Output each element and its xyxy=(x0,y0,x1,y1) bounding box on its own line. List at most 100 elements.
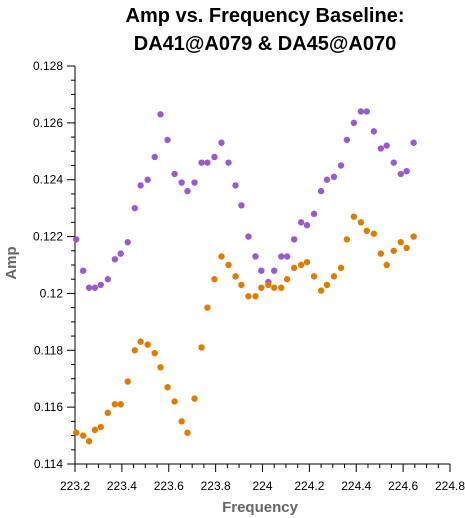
data-point-series-2 xyxy=(164,384,171,391)
data-point-series-1 xyxy=(238,202,245,209)
y-tick-label: 0.116 xyxy=(34,400,63,414)
data-point-series-1 xyxy=(397,170,404,178)
data-point-series-1 xyxy=(72,236,80,243)
data-point-series-1 xyxy=(258,267,265,274)
data-point-series-1 xyxy=(225,159,232,166)
y-tick-label: 0.124 xyxy=(33,173,63,187)
data-point-series-2 xyxy=(283,276,291,283)
data-point-series-1 xyxy=(91,284,99,291)
data-point-series-1 xyxy=(278,253,285,260)
data-point-series-1 xyxy=(184,187,191,195)
data-point-series-2 xyxy=(80,432,87,439)
data-point-series-2 xyxy=(265,281,272,289)
data-point-series-2 xyxy=(198,344,205,351)
data-point-series-1 xyxy=(323,176,331,183)
data-point-series-1 xyxy=(171,170,178,178)
data-point-series-1 xyxy=(151,153,158,161)
data-point-series-1 xyxy=(377,145,385,152)
data-point-series-2 xyxy=(111,401,119,408)
data-point-series-2 xyxy=(350,213,358,220)
data-point-series-1 xyxy=(144,176,151,183)
data-point-series-2 xyxy=(403,244,410,252)
x-tick-label: 224.2 xyxy=(294,479,324,493)
data-point-series-2 xyxy=(131,347,138,354)
data-point-series-1 xyxy=(350,119,358,127)
data-point-series-2 xyxy=(137,338,144,345)
data-point-series-2 xyxy=(218,253,225,260)
data-point-series-1 xyxy=(178,179,185,186)
data-point-series-1 xyxy=(337,162,345,169)
data-point-series-2 xyxy=(232,273,239,280)
data-point-series-2 xyxy=(397,239,404,246)
y-tick-label: 0.126 xyxy=(33,116,63,130)
data-point-series-1 xyxy=(117,250,124,257)
data-point-series-2 xyxy=(124,378,131,385)
data-point-series-1 xyxy=(137,182,144,189)
data-point-series-2 xyxy=(144,341,151,348)
data-point-series-2 xyxy=(85,438,93,445)
y-ticks: 0.114 0.116 0.118 0.12 0.122 0.124 0.126 0.128 xyxy=(33,59,75,471)
data-point-series-1 xyxy=(164,136,171,144)
y-axis-label: Amp xyxy=(3,246,20,279)
data-point-series-2 xyxy=(278,284,285,291)
chart-title-line-2: DA41@A079 & DA45@A070 xyxy=(134,33,396,55)
data-point-series-2 xyxy=(323,281,331,289)
data-point-series-2 xyxy=(157,364,164,371)
data-point-series-2 xyxy=(337,264,345,272)
x-tick-label: 223.4 xyxy=(107,479,137,493)
data-point-series-2 xyxy=(363,227,370,235)
x-ticks: 223.2 223.4 223.6 223.8 224 224.2 224.4 224.6 22… xyxy=(60,464,465,493)
data-point-series-2 xyxy=(410,233,417,240)
data-point-series-1 xyxy=(97,281,104,289)
x-axis-label: Frequency xyxy=(222,499,299,516)
data-point-series-2 xyxy=(204,304,211,311)
data-point-series-1 xyxy=(310,210,318,218)
data-point-series-1 xyxy=(330,173,338,181)
data-point-series-1 xyxy=(357,108,365,115)
data-point-series-1 xyxy=(363,108,370,115)
y-tick-label: 0.114 xyxy=(34,457,63,471)
data-point-series-2 xyxy=(310,273,318,280)
data-point-series-2 xyxy=(104,409,112,417)
data-point-series-2 xyxy=(171,398,178,405)
data-point-series-1 xyxy=(383,142,390,149)
data-point-series-1 xyxy=(271,267,278,274)
data-point-series-1 xyxy=(104,276,112,283)
data-point-series-1 xyxy=(80,267,87,274)
data-point-series-1 xyxy=(218,139,225,146)
data-point-series-2 xyxy=(271,284,278,291)
data-point-series-1 xyxy=(252,253,259,260)
data-point-series-2 xyxy=(330,273,338,280)
data-point-series-1 xyxy=(297,219,305,226)
data-point-series-1 xyxy=(211,153,218,161)
data-point-series-2 xyxy=(317,287,325,294)
data-point-series-2 xyxy=(225,261,232,269)
data-point-series-2 xyxy=(357,219,365,226)
x-tick-label: 224 xyxy=(252,479,272,493)
data-point-series-2 xyxy=(370,230,378,237)
data-point-series-2 xyxy=(258,284,265,291)
y-tick-label: 0.118 xyxy=(34,343,63,357)
data-point-series-2 xyxy=(390,247,397,254)
x-tick-label: 224.8 xyxy=(435,479,465,493)
data-point-series-1 xyxy=(290,236,298,243)
data-point-series-2 xyxy=(97,423,104,431)
data-point-series-1 xyxy=(245,233,252,240)
data-point-series-1 xyxy=(131,204,138,212)
x-tick-label: 223.6 xyxy=(154,479,184,493)
data-point-series-2 xyxy=(343,236,351,243)
data-point-series-1 xyxy=(157,111,164,118)
data-point-series-1 xyxy=(410,139,417,146)
data-point-series-1 xyxy=(370,128,378,135)
data-point-series-2 xyxy=(383,261,390,269)
x-tick-label: 224.6 xyxy=(388,479,418,493)
data-point-series-2 xyxy=(91,426,99,434)
data-point-series-1 xyxy=(111,256,119,263)
data-point-series-2 xyxy=(377,250,385,257)
data-point-series-2 xyxy=(72,429,80,436)
data-point-series-1 xyxy=(85,284,93,291)
x-tick-label: 223.2 xyxy=(60,479,90,493)
y-tick-label: 0.122 xyxy=(33,230,63,244)
data-point-series-2 xyxy=(117,401,124,408)
